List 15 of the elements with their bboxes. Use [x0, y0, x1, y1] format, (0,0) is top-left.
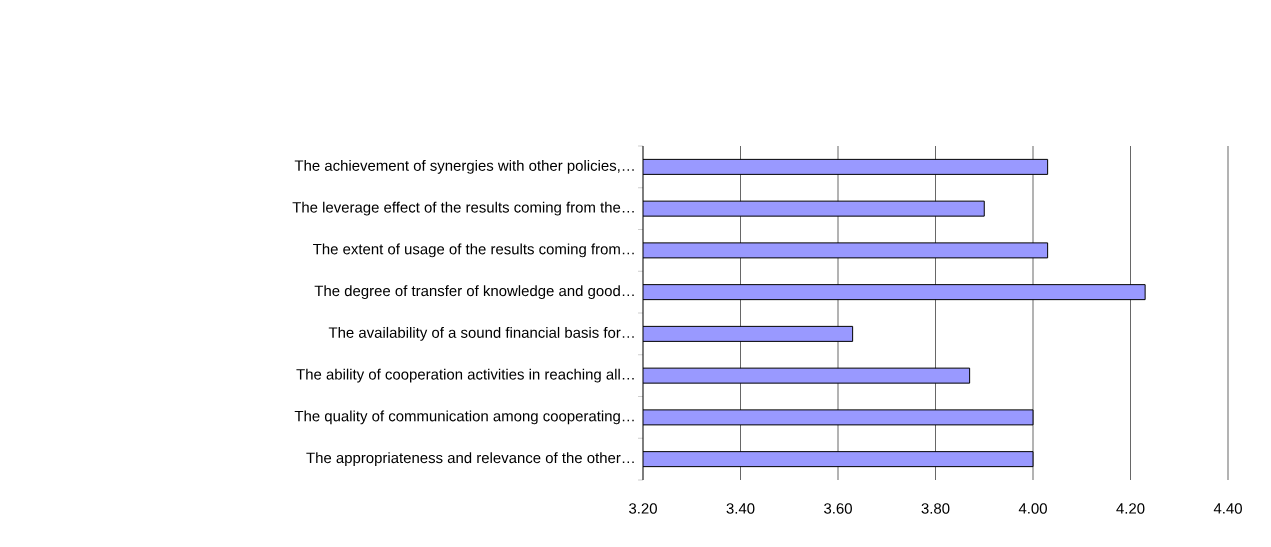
x-tick-label: 3.80 — [921, 503, 950, 514]
x-tick-label: 4.20 — [1116, 503, 1145, 514]
y-tick-label: The ability of cooperation activities in reaching all… — [296, 368, 634, 383]
y-tick-label: The leverage effect of the results coming from the… — [292, 201, 634, 216]
y-tick-label: The degree of transfer of knowledge and good… — [314, 285, 634, 300]
x-tick-label: 3.20 — [629, 503, 657, 514]
x-tick-label: 4.40 — [1213, 503, 1242, 514]
x-tick-label: 4.00 — [1018, 503, 1047, 514]
y-tick-label: The extent of usage of the results coming from… — [313, 243, 634, 258]
y-tick-label: The availability of a sound financial basis for… — [328, 326, 634, 341]
y-tick-label: The appropriateness and relevance of the other… — [306, 452, 634, 467]
x-tick-label: 3.60 — [824, 503, 852, 514]
x-tick-label: 3.40 — [726, 503, 755, 514]
y-tick-label: The achievement of synergies with other policies,… — [294, 159, 634, 174]
y-tick-label: The quality of communication among cooperating… — [294, 410, 634, 425]
